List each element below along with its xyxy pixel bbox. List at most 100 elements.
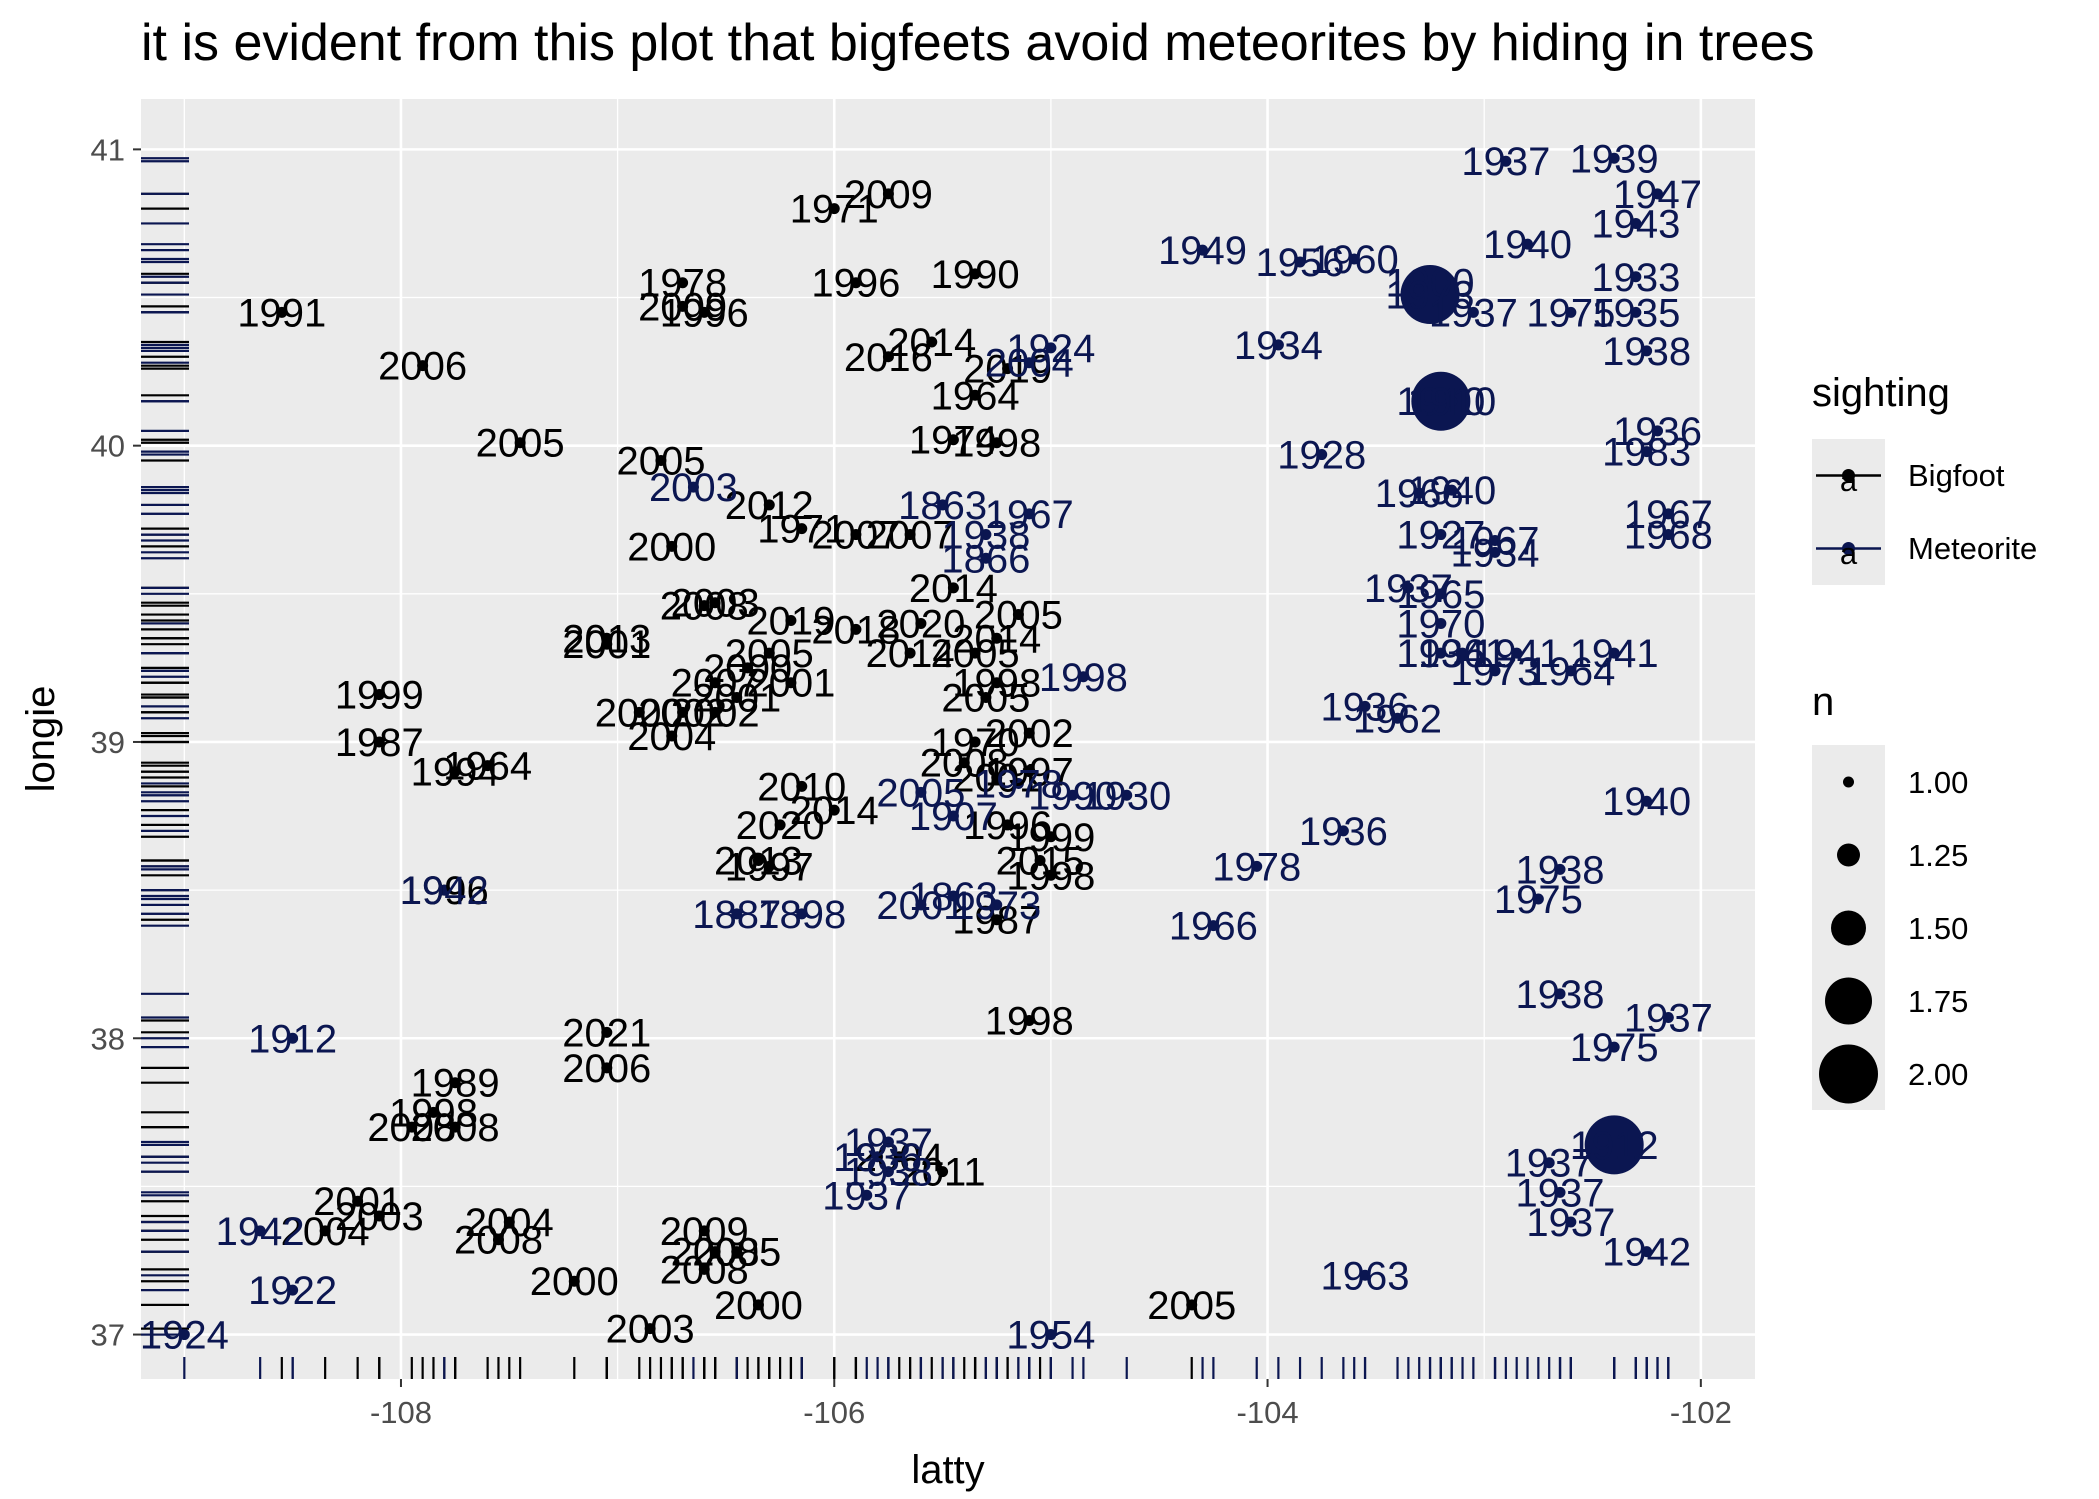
- bigfoot-year-label: 2002: [985, 712, 1074, 756]
- bigfoot-year-label: 2004: [281, 1210, 370, 1254]
- meteorite-point: [882, 1166, 894, 1178]
- bigfoot-year-label: 2002: [638, 691, 727, 735]
- bigfoot-point: [677, 300, 689, 312]
- bigfoot-year-label: 2021: [562, 1011, 651, 1055]
- meteorite-point: [1554, 988, 1566, 1000]
- bigfoot-point: [1012, 609, 1024, 621]
- legend-size-key: [1837, 843, 1860, 867]
- meteorite-year-label: 1947: [1613, 173, 1702, 217]
- bigfoot-point: [698, 1263, 710, 1275]
- bigfoot-point: [796, 523, 808, 535]
- bigfoot-year-label: 2016: [844, 336, 933, 380]
- bigfoot-point: [742, 662, 754, 674]
- meteorite-point: [687, 481, 699, 493]
- bigfoot-year-label: 2009: [660, 1210, 749, 1254]
- meteorite-point: [1251, 860, 1263, 872]
- meteorite-point: [947, 810, 959, 822]
- bigfoot-year-label: 2014: [952, 617, 1041, 661]
- plot-panel: [141, 99, 1755, 1379]
- bigfoot-year-label: 2014: [887, 321, 976, 365]
- bigfoot-point: [947, 434, 959, 446]
- bigfoot-point: [319, 1225, 331, 1237]
- meteorite-point: [1435, 617, 1447, 629]
- bigfoot-year-label: 2014: [790, 789, 879, 833]
- meteorite-point: [1446, 484, 1458, 496]
- bigfoot-point: [698, 1225, 710, 1237]
- meteorite-point: [731, 908, 743, 920]
- meteorite-year-label: 1938: [1602, 330, 1691, 374]
- bigfoot-year-label: 2008: [920, 742, 1009, 786]
- x-tick-label: -108: [370, 1395, 432, 1430]
- bigfoot-year-label: 2000: [714, 1284, 803, 1328]
- bigfoot-year-label: 1998: [985, 999, 1074, 1043]
- meteorite-year-label: 1912: [248, 1017, 337, 1061]
- bigfoot-year-label: 2004: [627, 715, 716, 759]
- bigfoot-point: [958, 757, 970, 769]
- meteorite-year-label: 1940: [1407, 469, 1496, 513]
- meteorite-point: [915, 786, 927, 798]
- bigfoot-point: [937, 1166, 949, 1178]
- bigfoot-point: [601, 638, 613, 650]
- bigfoot-point: [352, 1195, 364, 1207]
- bigfoot-point: [503, 1216, 515, 1228]
- bigfoot-point: [406, 1121, 418, 1133]
- grid-lines: [141, 99, 1755, 1379]
- bigfoot-point: [633, 706, 645, 718]
- meteorite-point: [1554, 1186, 1566, 1198]
- bigfoot-point: [373, 1210, 385, 1222]
- meteorite-year-label: 1968: [1624, 514, 1713, 558]
- bigfoot-year-label: 2001: [746, 662, 835, 706]
- meteorite-year-label: 1930: [1082, 774, 1171, 818]
- meteorite-point: [1197, 244, 1209, 256]
- legend-label-meteorite: Meteorite: [1908, 531, 2037, 566]
- meteorite-point: [1435, 647, 1447, 659]
- meteorite-year-label: 1937: [1624, 997, 1713, 1041]
- meteorite-point: [178, 1329, 190, 1341]
- meteorite-point: [1457, 647, 1469, 659]
- bigfoot-point: [601, 1026, 613, 1038]
- bigfoot-point: [763, 860, 775, 872]
- bigfoot-point: [850, 277, 862, 289]
- bigfoot-year-label: 2009: [844, 173, 933, 217]
- meteorite-point: [1402, 582, 1414, 594]
- bigfoot-year-label: 2018: [811, 608, 900, 652]
- meteorite-point: [1400, 265, 1460, 325]
- meteorite-year-label: 1965: [1396, 573, 1485, 617]
- meteorite-point: [1565, 306, 1577, 318]
- bigfoot-year-label: 2014: [866, 632, 955, 676]
- meteorite-year-label: 1962: [1353, 697, 1442, 741]
- bigfoot-year-label: 2005: [941, 677, 1030, 721]
- meteorite-year-label: 1967: [985, 493, 1074, 537]
- meteorite-point: [1608, 152, 1620, 164]
- meteorite-point: [1316, 449, 1328, 461]
- meteorite-year-label: 1943: [1591, 202, 1680, 246]
- meteorite-point: [1565, 1216, 1577, 1228]
- meteorite-year-label: 1936: [1321, 685, 1410, 729]
- bigfoot-point: [568, 1275, 580, 1287]
- bigfoot-point: [1023, 1014, 1035, 1026]
- bigfoot-year-label: 2001: [313, 1180, 402, 1224]
- meteorite-year-label: 1937: [1364, 567, 1453, 611]
- bigfoot-point: [828, 804, 840, 816]
- meteorite-year-label: 1990: [1028, 774, 1117, 818]
- meteorite-point: [1630, 306, 1642, 318]
- bigfoot-year-label: 2009: [638, 285, 727, 329]
- meteorite-point: [882, 1136, 894, 1148]
- bigfoot-point: [850, 529, 862, 541]
- bigfoot-year-label: 1970: [931, 721, 1020, 765]
- bigfoot-point: [828, 203, 840, 215]
- meteorite-point: [1608, 1041, 1620, 1053]
- meteorite-year-label: 1937: [1526, 1201, 1615, 1245]
- meteorite-year-label: 1942: [216, 1210, 305, 1254]
- legend-key-glyph: a: [1840, 536, 1858, 571]
- bigfoot-year-label: 1964: [443, 745, 532, 789]
- meteorite-year-label: 1934: [1451, 531, 1540, 575]
- meteorite-point: [1511, 647, 1523, 659]
- meteorite-point: [937, 499, 949, 511]
- meteorite-point: [1652, 425, 1664, 437]
- meteorite-point: [1641, 345, 1653, 357]
- bigfoot-point: [980, 692, 992, 704]
- bigfoot-year-label: 2008: [660, 1248, 749, 1292]
- bigfoot-point: [666, 540, 678, 552]
